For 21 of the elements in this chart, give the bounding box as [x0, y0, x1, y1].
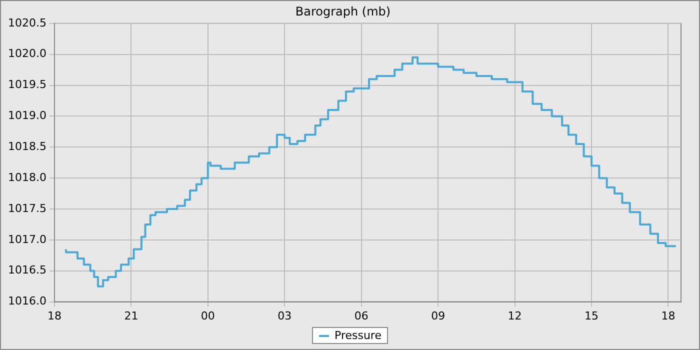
- x-tick-label: 12: [508, 309, 522, 322]
- legend-label: Pressure: [334, 329, 382, 342]
- x-tick-label: 15: [584, 309, 598, 322]
- y-tick-label: 1018.5: [8, 140, 46, 153]
- x-tick-label: 06: [354, 309, 368, 322]
- x-tick-label: 18: [661, 309, 676, 322]
- y-tick-label: 1019.5: [8, 78, 46, 92]
- x-tick-label: 18: [47, 309, 62, 322]
- y-tick-label: 1017.5: [8, 202, 46, 215]
- y-tick-label: 1020.5: [8, 16, 46, 30]
- x-tick-label: 09: [431, 309, 446, 322]
- y-tick-label: 1016.5: [8, 264, 46, 277]
- y-tick-label: 1017.0: [8, 232, 46, 246]
- chart-title: Barograph (mb): [295, 4, 391, 18]
- y-tick-label: 1020.0: [8, 47, 46, 60]
- x-tick-label: 00: [200, 309, 215, 322]
- y-tick-label: 1019.0: [8, 109, 46, 122]
- x-tick-label: 21: [124, 309, 138, 322]
- x-tick-label: 03: [278, 309, 292, 322]
- y-tick-label: 1018.0: [8, 170, 46, 184]
- y-tick-label: 1016.0: [8, 294, 46, 308]
